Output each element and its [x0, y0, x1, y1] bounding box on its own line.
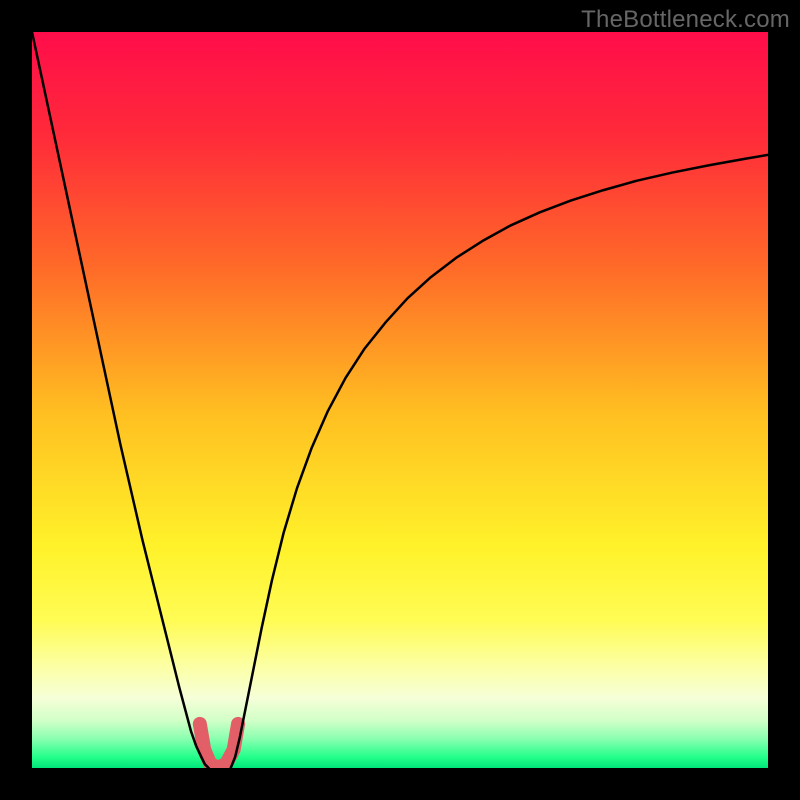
curve-right-branch	[231, 155, 768, 768]
plot-area	[32, 32, 768, 768]
curve-left-branch	[32, 32, 209, 768]
curve-layer	[32, 32, 768, 768]
watermark-text: TheBottleneck.com	[581, 6, 790, 34]
